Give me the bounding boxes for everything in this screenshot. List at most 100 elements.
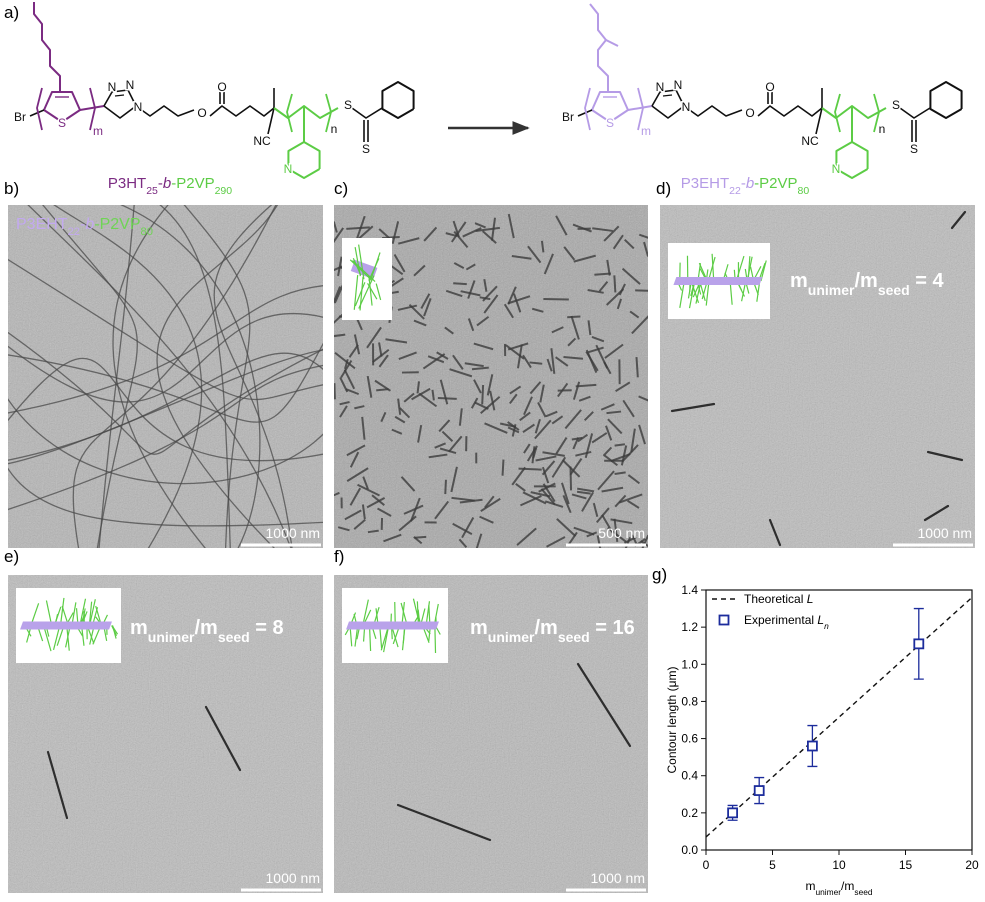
corona bbox=[362, 599, 369, 626]
micelle bbox=[604, 343, 624, 359]
data-point bbox=[727, 807, 738, 819]
fiber bbox=[926, 450, 964, 462]
fiber bbox=[8, 342, 323, 423]
data-point bbox=[913, 638, 925, 650]
micelle bbox=[567, 337, 577, 347]
corona bbox=[679, 280, 685, 308]
inset-box bbox=[342, 238, 392, 320]
bond bbox=[834, 93, 841, 133]
micelle bbox=[606, 410, 622, 415]
y-axis-label: Contour length (μm) bbox=[665, 667, 679, 774]
micelle bbox=[465, 263, 476, 271]
corona bbox=[353, 275, 359, 310]
micelle bbox=[603, 225, 620, 242]
micelle bbox=[339, 405, 348, 418]
atom-label: m bbox=[93, 124, 103, 138]
atom-label: Br bbox=[562, 110, 574, 124]
micelle bbox=[523, 396, 533, 416]
micelle bbox=[471, 366, 489, 371]
micelle bbox=[483, 294, 499, 314]
micelle bbox=[416, 381, 420, 394]
fiber bbox=[42, 205, 138, 548]
text-run: unimer bbox=[488, 629, 535, 645]
panel-label: a) bbox=[4, 3, 19, 22]
bond bbox=[351, 107, 383, 119]
bond bbox=[89, 87, 96, 131]
micelle bbox=[616, 298, 623, 310]
micelle bbox=[567, 531, 578, 545]
micelle bbox=[607, 418, 623, 435]
bond bbox=[209, 105, 275, 117]
text-run: P3HT bbox=[108, 175, 146, 192]
text-run: m bbox=[790, 270, 808, 292]
corona bbox=[711, 253, 715, 282]
panel-label: b) bbox=[4, 179, 19, 198]
micelle bbox=[577, 433, 589, 443]
text-run: /m bbox=[534, 617, 557, 639]
fiber bbox=[576, 662, 632, 748]
fiber bbox=[8, 397, 323, 485]
micelle bbox=[630, 428, 636, 453]
micelle bbox=[531, 307, 544, 313]
micelle bbox=[526, 447, 537, 462]
micelle bbox=[409, 497, 421, 522]
micelle bbox=[374, 379, 391, 392]
bond bbox=[757, 105, 823, 117]
micelle bbox=[431, 389, 435, 401]
text-run: m bbox=[130, 617, 148, 639]
micelle bbox=[484, 422, 508, 434]
bond bbox=[597, 39, 619, 92]
ratio-label: munimer/mseed = 16 bbox=[470, 617, 635, 645]
micelle bbox=[439, 447, 457, 455]
micelle bbox=[527, 245, 542, 264]
micelle bbox=[535, 455, 557, 462]
micelle bbox=[503, 303, 514, 319]
micelle bbox=[638, 395, 648, 402]
micelle bbox=[556, 518, 577, 537]
micelle bbox=[530, 491, 551, 498]
y-tick-label: 0.6 bbox=[681, 732, 698, 746]
micelle bbox=[591, 335, 605, 343]
micelle bbox=[452, 522, 473, 535]
micelle bbox=[467, 318, 475, 332]
micelle bbox=[344, 509, 362, 521]
micelle bbox=[372, 348, 390, 363]
micelle bbox=[613, 275, 617, 293]
micelle bbox=[534, 418, 541, 434]
micelle bbox=[551, 415, 564, 425]
fiber bbox=[27, 205, 292, 548]
text-run: b bbox=[746, 175, 754, 192]
micelle bbox=[627, 499, 640, 509]
micelle bbox=[436, 351, 449, 360]
panel-label: c) bbox=[334, 179, 348, 198]
micelle bbox=[570, 315, 580, 340]
micelle bbox=[357, 225, 374, 240]
fiber bbox=[53, 205, 203, 548]
corona bbox=[354, 246, 361, 277]
plot-frame bbox=[705, 589, 973, 851]
micelle bbox=[594, 272, 611, 276]
micelle bbox=[501, 459, 505, 476]
micelle bbox=[411, 387, 431, 401]
micelle bbox=[542, 451, 565, 457]
micelle bbox=[397, 304, 418, 311]
micelle bbox=[507, 286, 517, 305]
atom-label: O bbox=[217, 80, 226, 94]
bond bbox=[873, 93, 880, 133]
micelle bbox=[383, 533, 402, 543]
micelle bbox=[629, 310, 640, 319]
scale-bar-label: 1000 nm bbox=[591, 870, 645, 886]
micelle bbox=[427, 355, 445, 364]
text-run: 80 bbox=[141, 226, 153, 238]
text-run: seed bbox=[558, 629, 590, 645]
micelle bbox=[334, 333, 346, 338]
text-run: seed bbox=[878, 282, 910, 298]
micelle bbox=[346, 467, 369, 482]
atom-label: n bbox=[879, 122, 886, 136]
y-tick-label: 1.2 bbox=[681, 620, 698, 634]
bond bbox=[381, 81, 415, 119]
micelle bbox=[334, 351, 356, 370]
atom-label: N bbox=[832, 162, 841, 176]
